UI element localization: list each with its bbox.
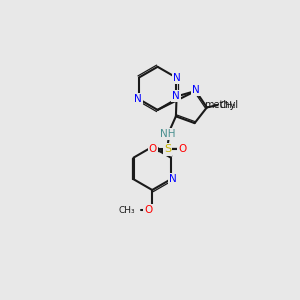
- Text: N: N: [172, 92, 180, 101]
- Text: CH₃: CH₃: [118, 206, 135, 214]
- Text: S: S: [164, 144, 171, 154]
- Text: N: N: [173, 73, 181, 82]
- Text: O: O: [144, 205, 152, 215]
- Text: N: N: [134, 94, 142, 104]
- Text: NH: NH: [160, 129, 175, 139]
- Text: N: N: [169, 174, 176, 184]
- Text: N: N: [192, 85, 200, 95]
- Text: O: O: [178, 144, 186, 154]
- Text: methyl: methyl: [204, 100, 238, 110]
- Text: O: O: [149, 144, 157, 154]
- Text: CH₃: CH₃: [219, 100, 236, 109]
